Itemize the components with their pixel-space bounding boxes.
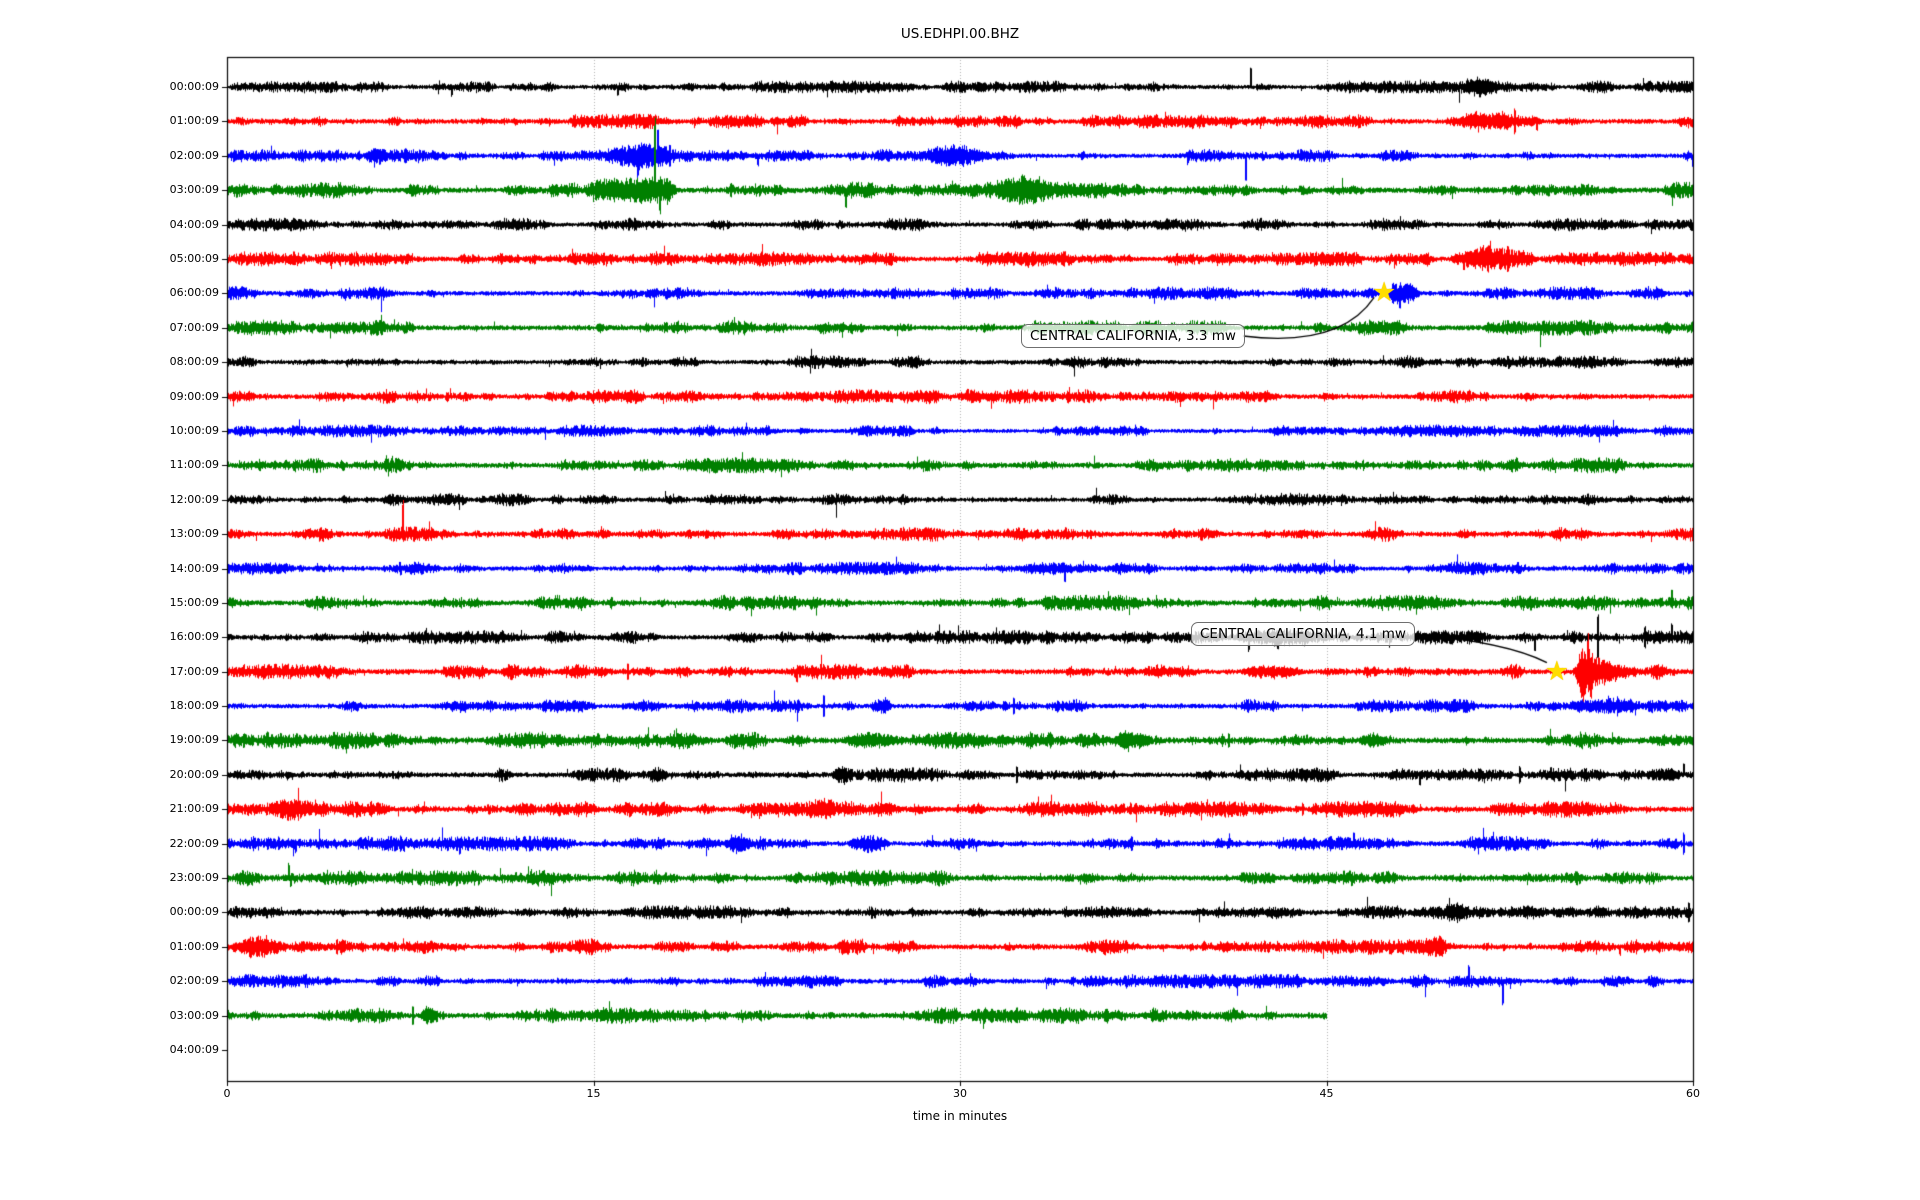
y-tick-label: 09:00:09	[169, 389, 219, 403]
y-tick-label: 01:00:09	[169, 939, 219, 953]
chart-title: US.EDHPI.00.BHZ	[900, 26, 1020, 42]
event-annotation-label: CENTRAL CALIFORNIA, 4.1 mw	[1191, 622, 1415, 646]
y-tick-label: 03:00:09	[169, 1008, 219, 1022]
x-tick-label: 15	[586, 1087, 601, 1100]
y-tick-label: 02:00:09	[169, 974, 219, 988]
y-tick-label: 04:00:09	[169, 1043, 219, 1056]
x-tick-label: 0	[223, 1087, 231, 1100]
y-tick-label: 23:00:09	[169, 871, 219, 885]
event-star-icon: ★	[1372, 277, 1397, 309]
x-tick-label: 45	[1319, 1087, 1334, 1100]
y-tick-label: 20:00:09	[169, 767, 219, 781]
y-tick-label: 14:00:09	[169, 561, 219, 575]
y-tick-label: 00:00:09	[169, 80, 219, 93]
y-tick-label: 01:00:09	[169, 114, 219, 128]
y-tick-label: 19:00:09	[169, 733, 219, 747]
y-tick-label: 12:00:09	[169, 492, 219, 506]
y-tick-label: 15:00:09	[169, 595, 219, 609]
y-tick-label: 03:00:09	[169, 183, 219, 197]
x-tick-label: 30	[953, 1087, 967, 1100]
x-axis-title: time in minutes	[912, 1109, 1008, 1123]
x-tick-label: 60	[1686, 1087, 1700, 1100]
y-tick-label: 17:00:09	[169, 664, 219, 678]
y-tick-label: 05:00:09	[169, 251, 219, 265]
y-tick-label: 08:00:09	[169, 355, 219, 369]
y-tick-label: 21:00:09	[169, 802, 219, 816]
y-tick-label: 13:00:09	[169, 527, 219, 541]
y-tick-label: 22:00:09	[169, 836, 219, 850]
event-star-icon: ★	[1544, 655, 1570, 687]
y-tick-label: 06:00:09	[169, 286, 219, 300]
y-tick-label: 04:00:09	[169, 217, 219, 231]
y-tick-label: 11:00:09	[169, 458, 219, 472]
y-tick-label: 02:00:09	[169, 148, 219, 162]
y-tick-label: 16:00:09	[169, 630, 219, 644]
y-tick-label: 00:00:09	[169, 905, 219, 919]
y-tick-label: 07:00:09	[169, 320, 219, 334]
y-tick-label: 18:00:09	[169, 699, 219, 713]
y-tick-label: 10:00:09	[169, 423, 219, 437]
event-annotation-label: CENTRAL CALIFORNIA, 3.3 mw	[1021, 324, 1245, 348]
